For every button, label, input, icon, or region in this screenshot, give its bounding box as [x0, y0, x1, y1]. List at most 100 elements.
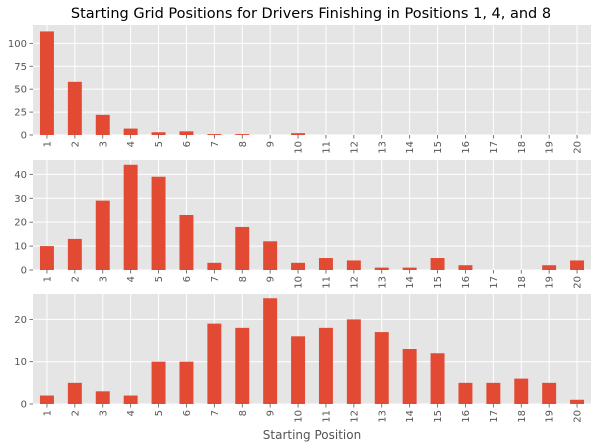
y-tick-label: 20	[14, 315, 27, 326]
bar-position-5	[151, 176, 166, 270]
x-tick-label: 12	[349, 410, 360, 423]
x-tick-label: 18	[517, 141, 528, 154]
y-tick-label: 100	[8, 39, 27, 50]
x-tick-label: 3	[98, 141, 109, 147]
bar-position-7	[207, 262, 222, 270]
x-tick-label: 15	[433, 141, 444, 154]
y-tick-label: 10	[14, 357, 27, 368]
y-tick-label: 0	[21, 131, 27, 142]
bar-position-18	[514, 378, 529, 404]
bar-position-8	[235, 134, 250, 135]
y-tick-label: 25	[14, 108, 27, 119]
x-tick-label: 4	[126, 141, 137, 147]
x-tick-label: 13	[377, 141, 388, 154]
x-tick-label: 8	[238, 141, 249, 147]
bar-position-14	[402, 267, 417, 270]
bar-position-8	[235, 226, 250, 270]
bar-position-13	[374, 332, 389, 404]
bar-position-19	[542, 265, 557, 270]
x-tick-label: 20	[573, 276, 584, 289]
chart-title: Starting Grid Positions for Drivers Fini…	[71, 6, 551, 22]
x-tick-label: 17	[489, 141, 500, 154]
bar-position-16	[458, 265, 473, 270]
x-tick-label: 14	[405, 141, 416, 154]
bar-position-13	[374, 267, 389, 270]
x-tick-label: 10	[294, 141, 305, 154]
bar-position-6	[179, 215, 194, 270]
bar-position-10	[291, 133, 306, 135]
bar-position-10	[291, 336, 306, 404]
x-tick-label: 10	[294, 276, 305, 289]
plot-area	[33, 294, 591, 404]
bar-position-11	[318, 258, 333, 270]
y-tick-label: 20	[14, 218, 27, 229]
x-tick-label: 14	[405, 276, 416, 289]
bar-position-14	[402, 349, 417, 404]
x-tick-label: 17	[489, 410, 500, 423]
x-tick-label: 12	[349, 141, 360, 154]
bar-position-11	[318, 327, 333, 404]
x-tick-label: 16	[461, 276, 472, 289]
x-tick-label: 1	[42, 276, 53, 282]
bar-position-2	[67, 382, 82, 404]
x-tick-label: 1	[42, 410, 53, 416]
x-tick-label: 18	[517, 276, 528, 289]
y-tick-label: 10	[14, 242, 27, 253]
bar-position-16	[458, 382, 473, 404]
bar-position-5	[151, 132, 166, 135]
x-tick-label: 11	[321, 276, 332, 289]
bar-position-3	[95, 391, 110, 404]
x-tick-label: 8	[238, 410, 249, 416]
x-tick-label: 13	[377, 276, 388, 289]
x-tick-label: 15	[433, 410, 444, 423]
x-tick-label: 16	[461, 410, 472, 423]
bar-position-15	[430, 258, 445, 270]
x-tick-label: 5	[154, 141, 165, 147]
x-tick-label: 9	[266, 276, 277, 282]
bar-position-4	[123, 395, 138, 404]
bar-position-4	[123, 164, 138, 270]
x-tick-label: 13	[377, 410, 388, 423]
bar-position-3	[95, 200, 110, 270]
bar-position-12	[346, 260, 361, 270]
x-tick-label: 20	[573, 410, 584, 423]
x-tick-label: 19	[545, 276, 556, 289]
x-tick-label: 20	[573, 141, 584, 154]
x-tick-label: 3	[98, 276, 109, 282]
x-tick-label: 16	[461, 141, 472, 154]
y-tick-label: 50	[14, 85, 27, 96]
bar-position-7	[207, 134, 222, 135]
x-tick-label: 7	[210, 410, 221, 416]
bar-position-9	[263, 298, 278, 404]
bar-position-1	[39, 395, 54, 404]
bar-position-6	[179, 361, 194, 404]
x-tick-label: 11	[321, 141, 332, 154]
plot-area	[33, 25, 591, 135]
x-tick-label: 5	[154, 276, 165, 282]
y-tick-label: 0	[21, 266, 27, 277]
x-tick-label: 8	[238, 276, 249, 282]
x-tick-label: 19	[545, 410, 556, 423]
x-tick-label: 2	[70, 141, 81, 147]
bar-position-4	[123, 128, 138, 135]
bar-position-20	[570, 399, 585, 404]
x-tick-label: 6	[182, 410, 193, 416]
bar-position-2	[67, 238, 82, 270]
x-tick-label: 1	[42, 141, 53, 147]
x-tick-label: 2	[70, 410, 81, 416]
x-tick-label: 6	[182, 141, 193, 147]
x-tick-label: 11	[321, 410, 332, 423]
bar-position-1	[39, 246, 54, 270]
x-tick-label: 12	[349, 276, 360, 289]
x-tick-label: 7	[210, 141, 221, 147]
bar-position-9	[263, 241, 278, 270]
y-tick-label: 0	[21, 400, 27, 411]
x-tick-label: 18	[517, 410, 528, 423]
x-tick-label: 4	[126, 410, 137, 416]
bar-position-6	[179, 131, 194, 135]
